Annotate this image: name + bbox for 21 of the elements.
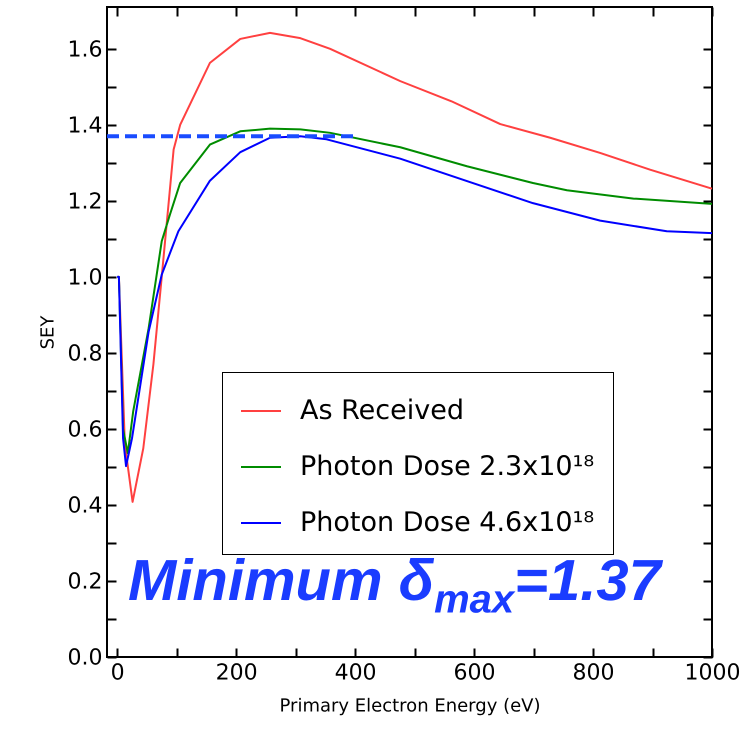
x-tick-label: 600 (454, 660, 496, 686)
annotation: Minimum δ$_{max}$=1.37 (128, 548, 661, 622)
y-tick-label: 1.0 (68, 265, 102, 290)
x-tick-label: 800 (572, 660, 615, 686)
y-tick-label: 0.4 (68, 493, 102, 518)
x-tick-label: 1000 (684, 660, 740, 686)
y-tick-label: 1.6 (68, 37, 102, 62)
y-tick-label: 1.4 (68, 113, 102, 138)
legend-label: As Received (300, 395, 464, 426)
x-axis-title: Primary Electron Energy (eV) (280, 696, 540, 716)
y-tick-label: 0.8 (68, 341, 102, 366)
x-tick-label: 0 (110, 660, 125, 686)
legend-label: Photon Dose 4.6x10¹⁸ (300, 507, 594, 538)
y-tick-label: 0.2 (68, 569, 102, 594)
y-axis-title: SEY (38, 314, 59, 350)
y-tick-label: 0.6 (68, 417, 102, 442)
y-tick-label: 0.0 (68, 646, 102, 670)
legend-label: Photon Dose 2.3x10¹⁸ (300, 451, 594, 482)
y-tick-label: 1.2 (68, 189, 102, 214)
x-tick-label: 400 (334, 660, 377, 686)
x-tick-label: 200 (216, 660, 258, 686)
